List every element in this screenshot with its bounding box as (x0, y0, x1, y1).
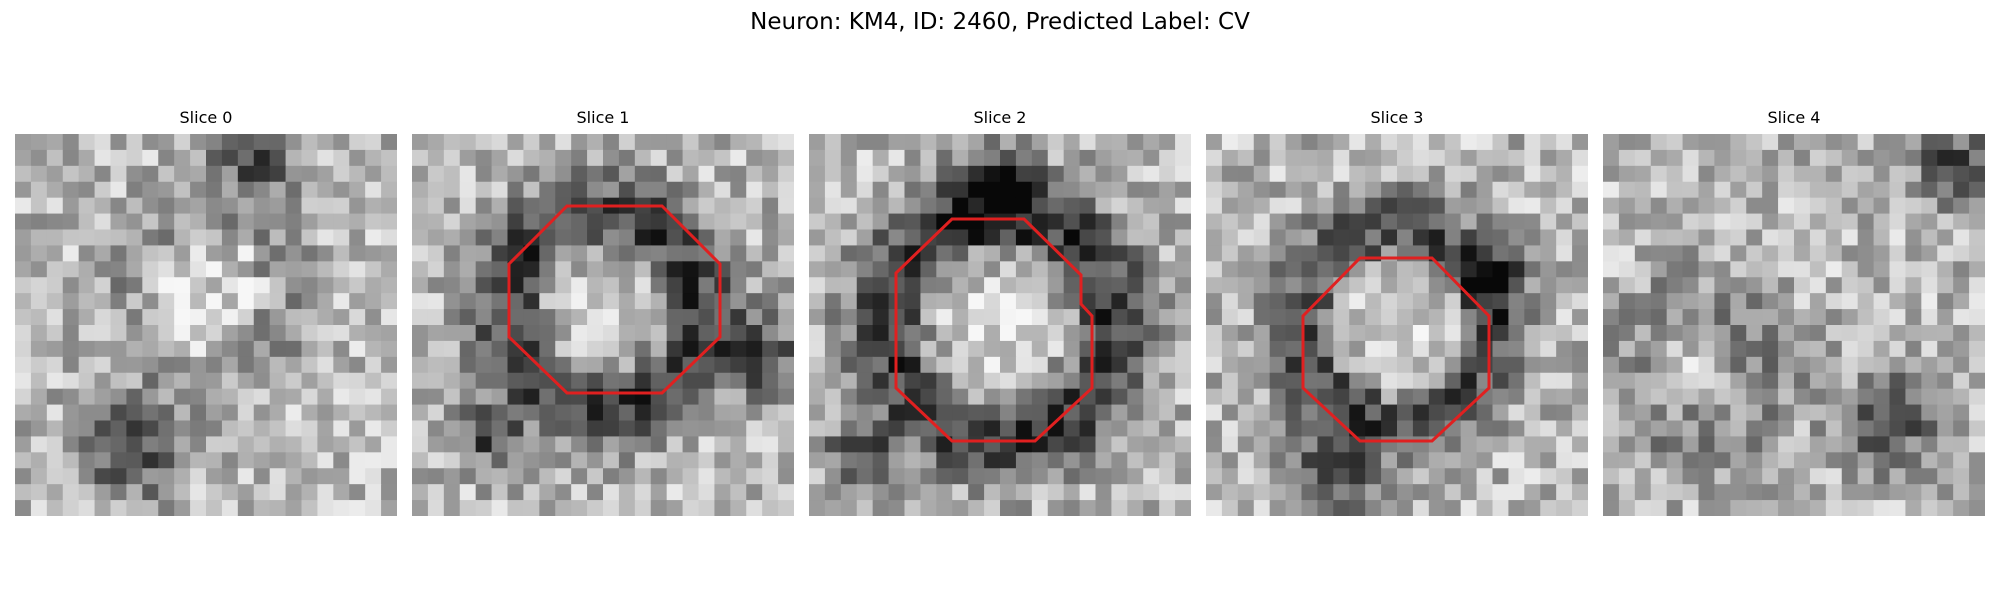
figure-title: Neuron: KM4, ID: 2460, Predicted Label: … (750, 9, 1250, 35)
slice-title: Slice 3 (1370, 108, 1424, 127)
slice-panel-4: Slice 4 (1603, 108, 1985, 516)
slice-image-1 (412, 134, 794, 516)
slice-panel-0: Slice 0 (15, 108, 397, 516)
slice-title: Slice 0 (179, 108, 233, 127)
em-pixel-grid (1603, 134, 1985, 516)
slice-image-4 (1603, 134, 1985, 516)
slice-title: Slice 1 (576, 108, 630, 127)
em-pixel-grid (809, 134, 1191, 516)
slice-panel-1: Slice 1 (412, 108, 794, 516)
em-pixel-grid (15, 134, 397, 516)
slice-image-3 (1206, 134, 1588, 516)
slice-title: Slice 4 (1767, 108, 1821, 127)
em-pixel-grid (412, 134, 794, 516)
roi-contour (1301, 256, 1491, 443)
roi-contour (507, 204, 722, 395)
slice-title: Slice 2 (973, 108, 1027, 127)
roi-contour (894, 217, 1094, 443)
slice-image-0 (15, 134, 397, 516)
slice-panel-2: Slice 2 (809, 108, 1191, 516)
slice-panel-3: Slice 3 (1206, 108, 1588, 516)
slice-image-2 (809, 134, 1191, 516)
em-pixel-grid (1206, 134, 1588, 516)
